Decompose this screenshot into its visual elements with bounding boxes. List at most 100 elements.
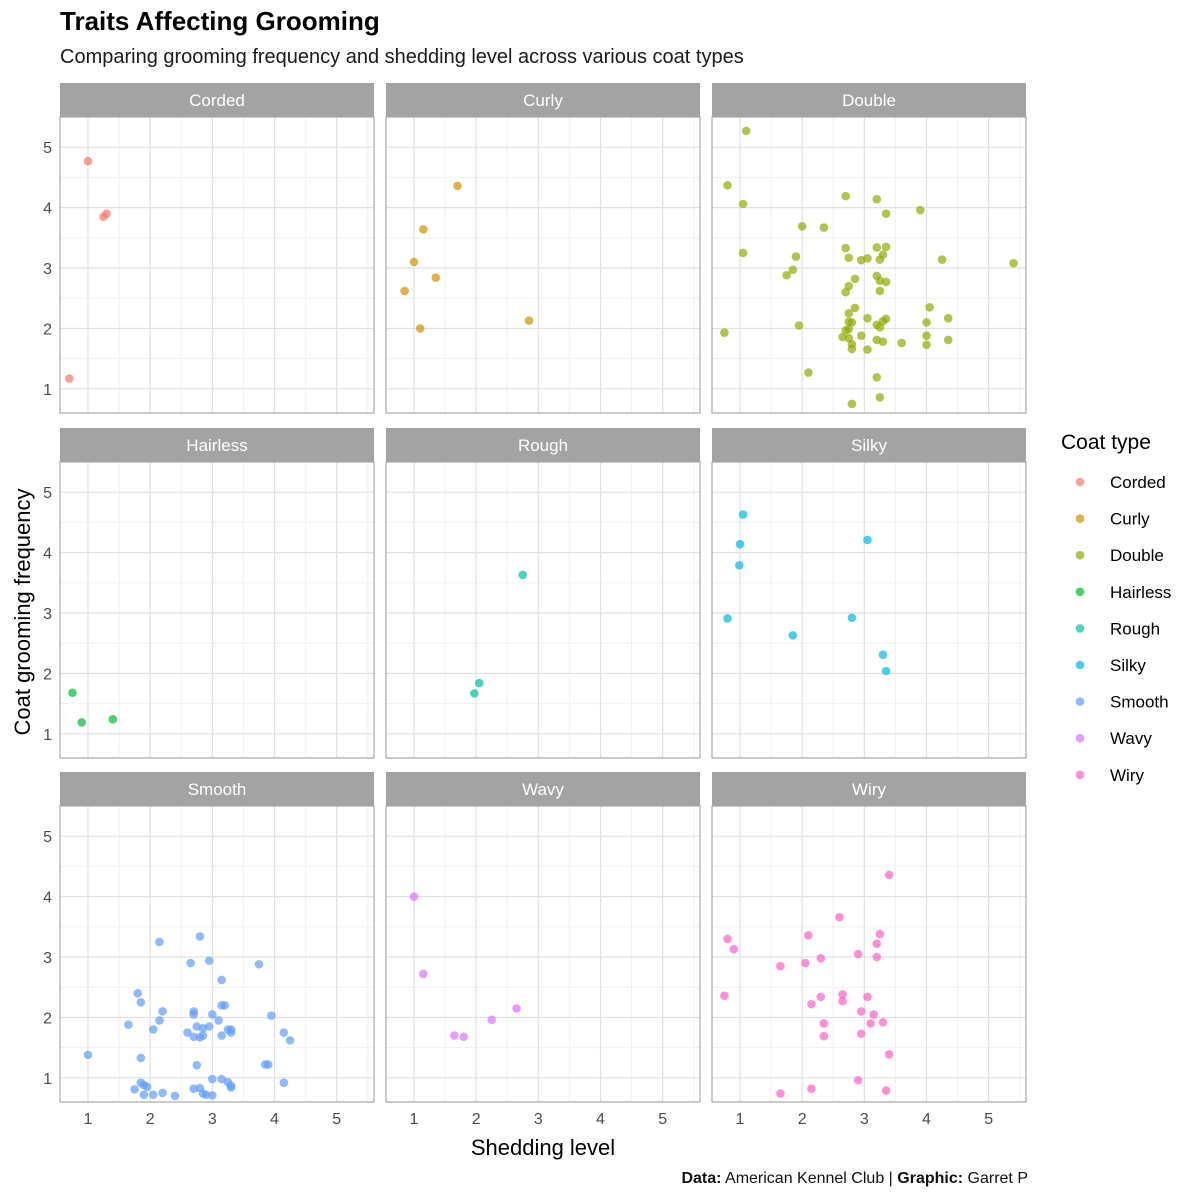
data-point: [875, 286, 885, 296]
x-tick-label: 2: [472, 1111, 481, 1128]
data-point: [878, 1017, 888, 1027]
data-point: [155, 937, 164, 947]
x-tick-label: 5: [984, 1111, 993, 1128]
data-point: [847, 339, 857, 349]
legend-label-wiry: Wiry: [1110, 766, 1144, 785]
data-point: [136, 1053, 146, 1063]
data-point: [863, 254, 872, 263]
data-point: [853, 1075, 863, 1085]
data-point: [937, 255, 947, 264]
data-point: [139, 1090, 149, 1100]
data-point: [220, 1001, 230, 1010]
y-tick-label: 1: [43, 727, 52, 744]
facet-panel-wiry: Wiry 1 2 3 4 5: [711, 772, 1027, 1128]
caption-data-source: American Kennel Club: [725, 1170, 885, 1187]
data-point: [878, 650, 888, 660]
data-point: [881, 666, 891, 676]
x-tick-label: 1: [84, 1111, 93, 1128]
data-point: [453, 181, 462, 191]
data-point: [850, 274, 860, 284]
legend-label-wavy: Wavy: [1110, 729, 1152, 748]
caption-data-label: Data:: [681, 1170, 722, 1187]
caption: Data: American Kennel Club | Graphic: Ga…: [681, 1170, 1028, 1188]
legend-key-wiry: [1075, 770, 1085, 780]
data-point: [189, 1032, 198, 1042]
data-point: [897, 338, 906, 348]
data-point: [878, 337, 888, 347]
data-point: [856, 1007, 866, 1016]
data-point: [881, 242, 891, 252]
x-tick-label: 4: [270, 1111, 279, 1128]
facet-strip-label: Double: [842, 91, 896, 110]
data-point: [208, 1091, 217, 1100]
data-point: [133, 988, 143, 998]
data-point: [835, 912, 844, 922]
data-point: [884, 870, 894, 880]
data-point: [735, 539, 745, 549]
data-point: [791, 252, 801, 261]
legend-key-curly: [1075, 514, 1085, 523]
data-point: [816, 953, 826, 963]
data-point: [863, 992, 872, 1002]
data-point: [279, 1028, 289, 1037]
panel-border: [385, 805, 701, 1103]
data-point: [189, 1084, 198, 1094]
data-point: [68, 688, 77, 698]
data-point: [863, 313, 872, 323]
data-point: [794, 321, 804, 330]
data-point: [279, 1078, 289, 1087]
y-tick-label: 4: [43, 546, 52, 563]
data-point: [875, 929, 885, 939]
data-point: [819, 1019, 829, 1028]
data-point: [409, 892, 419, 901]
data-point: [841, 287, 850, 297]
data-point: [400, 286, 409, 296]
legend-title: Coat type: [1061, 431, 1151, 454]
x-tick-label: 5: [658, 1111, 667, 1128]
data-point: [804, 368, 813, 377]
y-tick-label: 2: [43, 1010, 52, 1027]
data-point: [922, 331, 931, 340]
data-point: [720, 991, 729, 1000]
facet-strip-label: Corded: [189, 91, 245, 110]
data-point: [872, 243, 882, 252]
data-point: [189, 1010, 198, 1019]
data-point: [77, 718, 87, 727]
data-point: [226, 1083, 236, 1092]
facet-strip: [60, 772, 374, 806]
data-point: [729, 944, 739, 954]
data-point: [838, 990, 847, 999]
data-point: [872, 373, 882, 382]
data-point: [856, 331, 866, 340]
data-point: [155, 1016, 164, 1025]
facet-strip-label: Smooth: [188, 780, 247, 799]
y-tick-label: 2: [43, 321, 52, 338]
facet-panel-corded: Corded 1 2 3 4 5: [43, 83, 375, 414]
x-axis-title: Shedding level: [471, 1135, 615, 1160]
panel-border: [711, 116, 1027, 414]
data-point: [881, 209, 891, 218]
x-tick-label: 4: [596, 1111, 605, 1128]
data-point: [844, 309, 854, 318]
y-tick-label: 3: [43, 950, 52, 967]
data-point: [881, 277, 891, 287]
panel-border: [385, 461, 701, 759]
data-point: [285, 1036, 295, 1045]
data-point: [869, 1010, 878, 1019]
data-point: [819, 223, 829, 232]
panel-border: [59, 116, 375, 414]
facet-strip-label: Silky: [851, 436, 887, 455]
y-tick-label: 3: [43, 606, 52, 623]
legend-label-silky: Silky: [1110, 656, 1146, 675]
data-point: [863, 535, 872, 545]
caption-graphic-label: Graphic:: [897, 1170, 964, 1187]
legend-label-corded: Corded: [1110, 473, 1166, 492]
data-point: [856, 1029, 866, 1039]
y-tick-label: 2: [43, 666, 52, 683]
data-point: [124, 1020, 133, 1029]
legend-label-smooth: Smooth: [1110, 693, 1169, 712]
facet-strip: [60, 83, 374, 117]
facet-panel-double: Double: [711, 83, 1027, 414]
data-point: [254, 959, 264, 969]
data-point: [723, 614, 732, 623]
